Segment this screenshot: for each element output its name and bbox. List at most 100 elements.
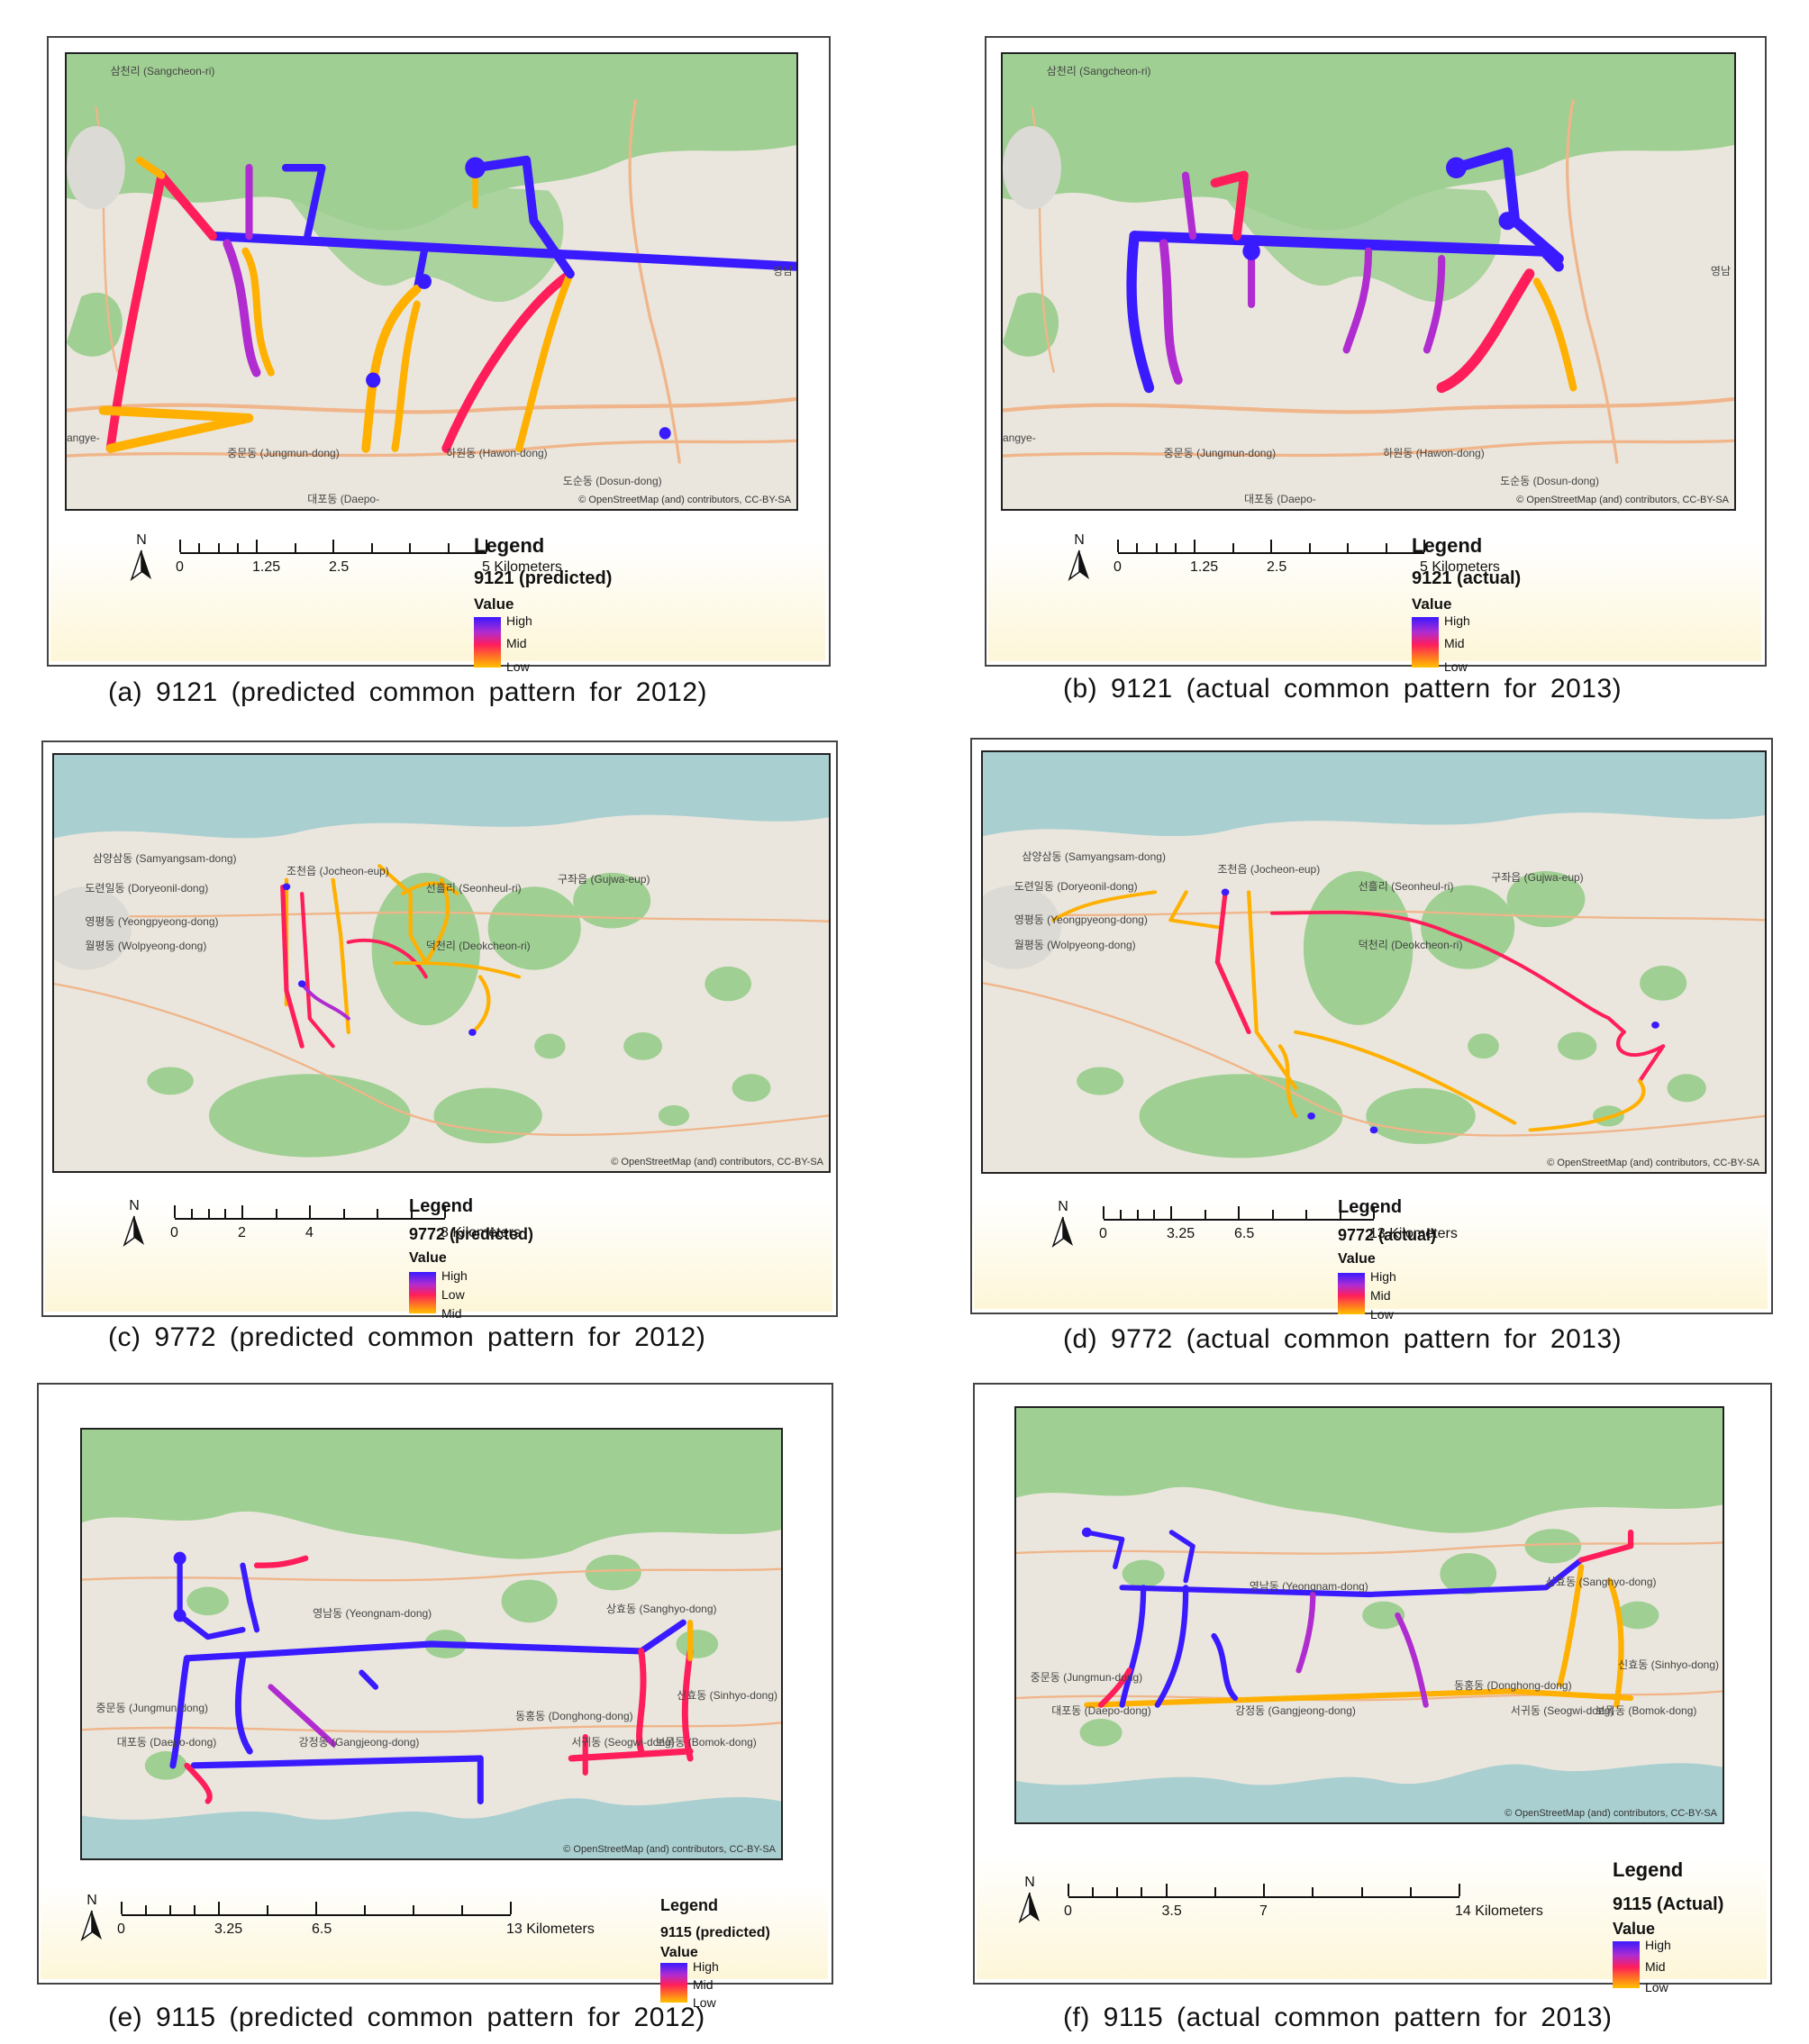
legend-title: Legend [1613,1858,1684,1881]
place-label: 신효동 (Sinhyo-dong) [1618,1658,1719,1671]
route-node [659,427,671,440]
legend-ramp-label: Mid [1645,1958,1666,1974]
map-attribution: © OpenStreetMap (and) contributors, CC-B… [563,1844,776,1855]
route-segment [1342,247,1373,354]
forest-area [1616,1601,1659,1630]
route-segment [1532,277,1577,392]
legend-title: Legend [1338,1197,1403,1217]
place-label: 서귀동 (Seogwi-dong) [571,1735,675,1749]
scale-tick [447,543,450,552]
forest-area [1557,1031,1597,1060]
scale-label: 4 [305,1225,314,1240]
route-node [1242,241,1260,260]
route-segment [1423,255,1446,354]
route-segment [268,1684,337,1748]
place-label: 상효동 (Sanghyo-dong) [1546,1576,1657,1588]
forest-area [1468,1033,1499,1059]
route-segment [184,1762,213,1804]
place-label: 삼천리 (Sangcheon-ri) [110,65,215,78]
place-label: 선흘리 (Seonheul-ri) [425,881,522,895]
scale-tick [1271,1210,1274,1219]
route-segment [1084,1530,1125,1570]
route-node [366,372,381,388]
route-node [1498,212,1517,231]
scale-tick [194,1905,195,1914]
route-segment [1211,1632,1239,1702]
scale-label: 13 Kilometers [1369,1226,1458,1241]
route-segment [361,284,422,453]
map-attribution: © OpenStreetMap (and) contributors, CC-B… [1547,1158,1759,1168]
north-arrow: N [80,1893,104,1946]
scale-line [1104,1206,1374,1221]
north-label: N [1058,1199,1068,1214]
scale-tick [1165,1884,1168,1896]
route-node [1446,157,1467,179]
map-panel-c: 삼양삼동 (Samyangsam-dong) 도련일동 (Doryeonil-do… [41,740,838,1321]
legend-title: Legend [1412,534,1483,557]
map-frame[interactable]: 영남동 (Yeongnam-dong) 상효동 (Sanghyo-dong) 중문동… [1014,1406,1724,1824]
legend-area [45,1173,832,1312]
road [54,911,829,922]
forest-area [144,1751,187,1780]
north-arrow-icon [1068,550,1089,582]
map-panel-a: 삼천리 (Sangcheon-ri) 중문동 (Jungmun-dong) 하원동 … [47,36,831,674]
forest-area [573,872,651,929]
scale-tick [309,1205,311,1218]
legend-color-ramp [1338,1273,1365,1314]
map-frame[interactable]: 삼천리 (Sangcheon-ri) 중문동 (Jungmun-dong) 하원동 … [65,52,798,511]
scale-tick [275,1209,277,1218]
place-label: 구좌읍 (Gujwa-eup) [558,873,650,886]
scale-tick [256,540,258,552]
legend-ramp-label: High [1645,1938,1671,1952]
place-label: 중문동 (Jungmun-dong) [1163,447,1277,460]
scale-tick [217,543,220,552]
map-frame[interactable]: 영남동 (Yeongnam-dong) 상효동 (Sanghyo-dong) 중문동… [80,1428,783,1860]
legend-ramp-label: Low [1370,1306,1394,1322]
figure-caption: (a) 9121 (predicted common pattern for 2… [108,677,707,707]
map-panel-f: 영남동 (Yeongnam-dong) 상효동 (Sanghyo-dong) 중문동… [973,1383,1772,1994]
forest-area [1303,871,1414,1025]
scale-tick [332,540,334,552]
legend-ramp-label: High [1370,1269,1396,1284]
scale-tick [207,1209,210,1218]
scale-tick [179,540,181,552]
map-frame[interactable]: 삼천리 (Sangcheon-ri) 중문동 (Jungmun-dong) 하원동 … [1001,52,1736,511]
route-segment [1097,1667,1132,1708]
forest-area [1016,1408,1723,1533]
scale-line [1118,540,1424,554]
scale-tick [267,1905,268,1914]
north-arrow-icon [1051,1216,1073,1249]
scale-label: 1.25 [1190,559,1219,575]
forest-area [270,175,564,303]
scale-tick [1270,540,1272,552]
legend-color-ramp [1613,1941,1640,1988]
route-segment [1159,239,1183,385]
place-label: 중문동 (Jungmun-dong) [95,1701,209,1714]
legend-area [41,1860,828,1979]
map-frame[interactable]: 삼양삼동 (Samyangsam-dong) 도련일동 (Doryeonil-do… [981,750,1767,1174]
place-label: 중문동 (Jungmun-dong) [227,447,340,460]
scale-tick [409,543,411,552]
forest-area [1506,871,1586,928]
route-segment [1436,268,1535,394]
scale-label: 5 Kilometers [482,559,562,575]
route-segment [1168,1530,1195,1584]
route-segment [470,155,575,279]
road [628,99,682,464]
route-segment [1450,147,1564,265]
route-segment [1269,910,1626,1034]
map-panel-e: 영남동 (Yeongnam-dong) 상효동 (Sanghyo-dong) 중문동… [37,1383,833,2010]
scale-tick [364,1905,366,1914]
scale-label: 0 [117,1921,125,1937]
north-label: N [1024,1875,1035,1890]
place-label: 덕천리 (Deokcheon-ri) [1358,939,1463,952]
scale-line [175,1205,445,1220]
north-arrow: N [130,532,153,586]
forest-area [82,1430,781,1559]
place-label: 삼천리 (Sangcheon-ri) [1046,65,1151,78]
scale-tick [1119,1210,1122,1219]
place-label: 영남동 (Yeongnam-dong) [313,1607,432,1621]
map-frame[interactable]: 삼양삼동 (Samyangsam-dong) 도련일동 (Doryeonil-do… [52,753,831,1173]
legend-ramp-label: Low [1645,1980,1668,1995]
scale-label: 2.5 [329,559,350,575]
